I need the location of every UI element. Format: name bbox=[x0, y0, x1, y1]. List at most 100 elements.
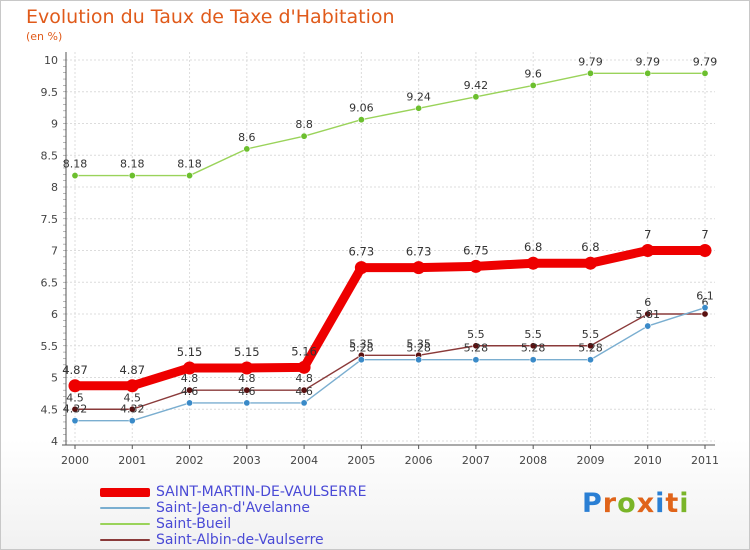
plot-area bbox=[66, 52, 715, 441]
data-label: 8.18 bbox=[177, 158, 202, 171]
data-label: 9.24 bbox=[406, 90, 431, 103]
logo-letter: t bbox=[665, 488, 680, 519]
data-label: 6.8 bbox=[581, 240, 599, 254]
data-point bbox=[71, 172, 79, 180]
series-line bbox=[74, 72, 706, 177]
data-label: 4.87 bbox=[119, 363, 145, 377]
y-tick-label: 9.5 bbox=[41, 86, 59, 99]
chart-subtitle: (en %) bbox=[26, 30, 63, 43]
data-point bbox=[415, 356, 423, 364]
data-label: 7 bbox=[701, 228, 708, 242]
legend-label: Saint-Albin-de-Vaulserre bbox=[156, 532, 324, 548]
legend-swatch bbox=[100, 523, 150, 525]
data-point bbox=[586, 356, 594, 364]
logo-letter: P bbox=[582, 488, 603, 519]
data-point bbox=[644, 310, 652, 318]
data-label: 6.8 bbox=[524, 240, 542, 254]
data-point bbox=[128, 172, 136, 180]
x-tick-label: 2002 bbox=[176, 454, 204, 467]
y-tick-label: 5.5 bbox=[41, 340, 59, 353]
data-label: 5.28 bbox=[349, 342, 374, 355]
data-label: 9.42 bbox=[464, 79, 489, 92]
data-label: 6.73 bbox=[349, 245, 375, 259]
x-tick-label: 2004 bbox=[290, 454, 318, 467]
x-tick-label: 2003 bbox=[233, 454, 261, 467]
data-point bbox=[243, 386, 251, 394]
data-label: 5.15 bbox=[234, 345, 260, 359]
y-tick-label: 10 bbox=[44, 54, 58, 67]
data-point bbox=[125, 379, 139, 393]
data-label: 5.28 bbox=[578, 342, 603, 355]
data-point bbox=[354, 261, 368, 275]
data-label: 4.32 bbox=[120, 403, 145, 416]
y-tick-label: 4.5 bbox=[41, 403, 59, 416]
data-label: 4.6 bbox=[181, 385, 199, 398]
data-label: 4.6 bbox=[238, 385, 256, 398]
data-label: 5.15 bbox=[177, 345, 203, 359]
data-label: 5.5 bbox=[524, 328, 542, 341]
data-point bbox=[71, 405, 79, 413]
logo-letter: r bbox=[602, 488, 618, 519]
data-point bbox=[186, 399, 194, 407]
data-point bbox=[644, 69, 652, 77]
series-line bbox=[70, 246, 710, 391]
x-tick-label: 2005 bbox=[347, 454, 375, 467]
x-tick-label: 2010 bbox=[634, 454, 662, 467]
data-point bbox=[71, 417, 79, 425]
data-label: 5.5 bbox=[582, 328, 600, 341]
proxiti-logo: Proxiti bbox=[582, 488, 690, 519]
data-point bbox=[641, 244, 655, 257]
x-tick-label: 2008 bbox=[519, 454, 547, 467]
data-point bbox=[243, 399, 251, 407]
data-label: 6.73 bbox=[406, 245, 432, 259]
legend-label: Saint-Jean-d'Avelanne bbox=[156, 500, 311, 516]
chart-title: Evolution du Taux de Taxe d'Habitation bbox=[26, 6, 395, 28]
data-label: 4.5 bbox=[66, 391, 84, 404]
data-label: 8.18 bbox=[120, 158, 145, 171]
data-label: 4.8 bbox=[295, 372, 313, 385]
data-point bbox=[415, 104, 423, 112]
x-tick-label: 2006 bbox=[405, 454, 433, 467]
data-point bbox=[300, 386, 308, 394]
data-point bbox=[357, 356, 365, 364]
logo-letter: o bbox=[617, 488, 637, 519]
series-line bbox=[74, 306, 706, 422]
y-tick-label: 9 bbox=[51, 118, 58, 131]
data-label: 4.32 bbox=[63, 403, 88, 416]
data-label: 7 bbox=[644, 228, 651, 242]
series-line bbox=[74, 313, 706, 410]
data-point bbox=[128, 417, 136, 425]
data-label: 5.28 bbox=[406, 342, 431, 355]
data-point bbox=[644, 322, 652, 330]
data-label: 5.81 bbox=[635, 308, 660, 321]
data-point bbox=[186, 172, 194, 180]
data-point bbox=[357, 116, 365, 124]
data-label: 5.28 bbox=[464, 342, 489, 355]
data-label: 5.5 bbox=[467, 328, 485, 341]
data-point bbox=[300, 399, 308, 407]
data-point bbox=[68, 379, 82, 393]
data-point bbox=[240, 361, 254, 375]
x-tick-label: 2001 bbox=[118, 454, 146, 467]
data-point bbox=[701, 304, 709, 312]
data-label: 4.8 bbox=[181, 372, 199, 385]
legend-swatch bbox=[100, 488, 150, 497]
x-tick-label: 2007 bbox=[462, 454, 490, 467]
data-point bbox=[529, 81, 537, 89]
y-tick-label: 8 bbox=[51, 181, 58, 194]
data-point bbox=[529, 356, 537, 364]
data-point bbox=[701, 69, 709, 77]
data-label: 9.6 bbox=[524, 67, 542, 80]
data-label: 6 bbox=[644, 296, 651, 309]
data-point bbox=[128, 405, 136, 413]
y-tick-label: 7.5 bbox=[41, 213, 59, 226]
data-point bbox=[297, 360, 311, 374]
data-label: 8.6 bbox=[238, 131, 256, 144]
data-label: 9.79 bbox=[578, 55, 603, 68]
data-label: 4.8 bbox=[238, 372, 256, 385]
data-point bbox=[412, 261, 426, 275]
data-point bbox=[583, 256, 597, 270]
y-tick-label: 7 bbox=[51, 245, 58, 258]
legend-swatch bbox=[100, 507, 150, 509]
